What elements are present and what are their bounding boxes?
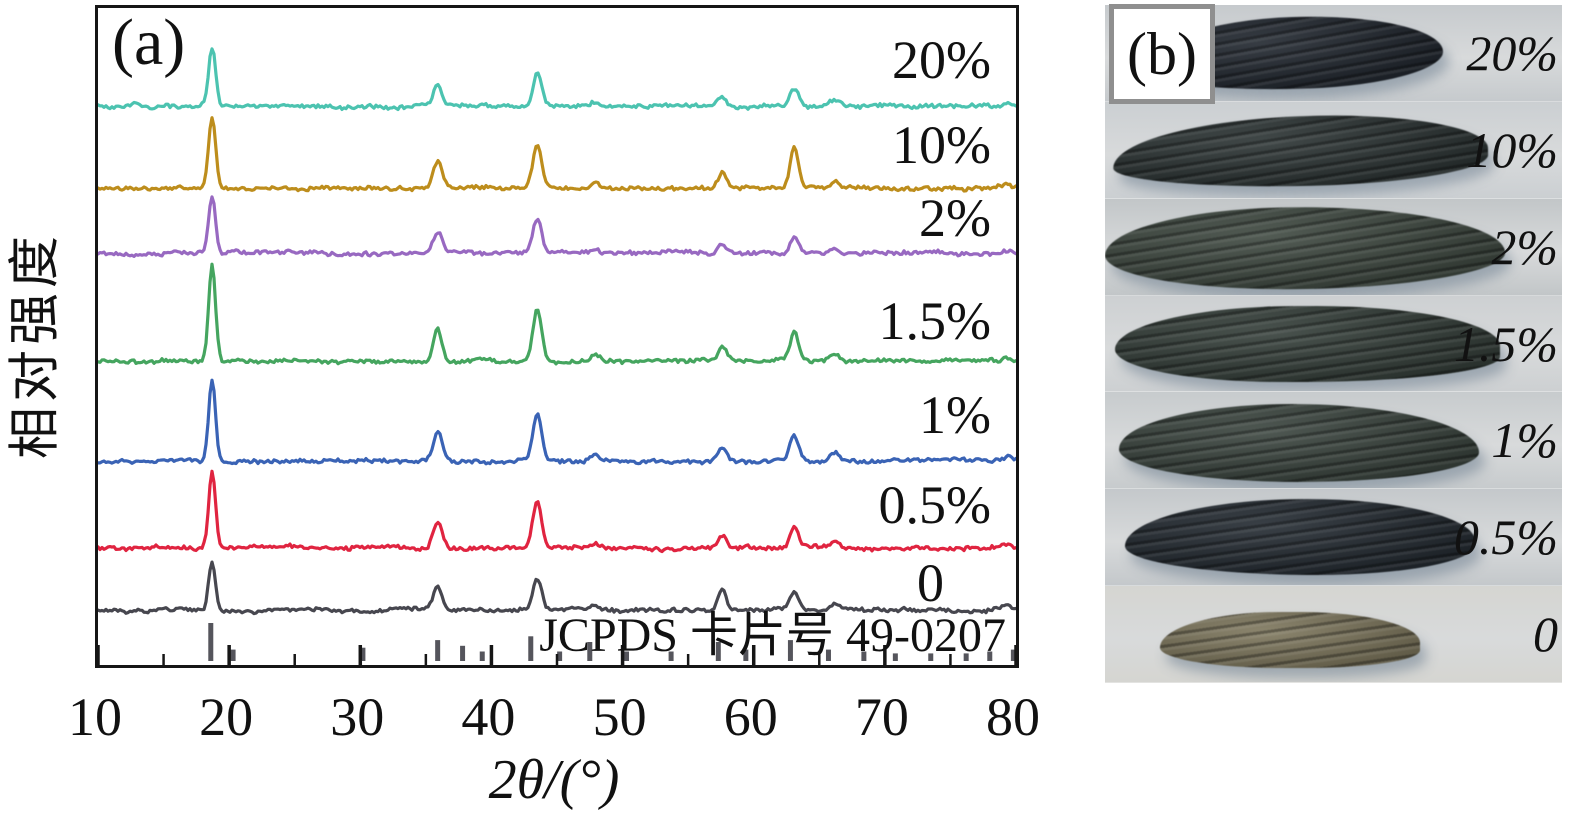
powder-sample-photo-0 bbox=[1160, 612, 1420, 669]
sample-photo-panel: (b) 20% 10% 2% 1.5% 1% 0.5% 0 bbox=[1105, 4, 1562, 684]
jcpds-reference-stick bbox=[987, 651, 993, 661]
sample-label-0p5pct: 0.5% bbox=[1453, 509, 1558, 566]
x-tick-label: 30 bbox=[330, 687, 385, 747]
x-tick-label: 50 bbox=[592, 687, 647, 747]
sample-strip-2pct: 2% bbox=[1105, 198, 1562, 296]
x-tick-label: 70 bbox=[854, 687, 909, 747]
curve-label-1p5pct: 1.5% bbox=[878, 291, 991, 351]
powder-sample-photo-1p5pct bbox=[1115, 305, 1500, 382]
xrd-curve-1.5% bbox=[98, 262, 1016, 366]
sample-label-20pct: 20% bbox=[1466, 24, 1558, 81]
y-axis-label: 相对强度 bbox=[7, 230, 65, 460]
jcpds-reference-stick bbox=[230, 649, 236, 661]
jcpds-card-annotation: JCPDS 卡片号 49-0207 bbox=[539, 609, 1006, 662]
jcpds-reference-stick bbox=[743, 649, 749, 661]
powder-sample-photo-0p5pct bbox=[1125, 499, 1475, 576]
curve-label-10pct: 10% bbox=[892, 115, 991, 175]
xrd-curve-10% bbox=[98, 116, 1016, 193]
x-tick-label: 20 bbox=[199, 687, 254, 747]
x-axis-label: 2θ/(°) bbox=[488, 749, 620, 811]
xrd-curve-20% bbox=[98, 47, 1016, 112]
xrd-curve-2% bbox=[98, 195, 1016, 258]
jcpds-reference-stick bbox=[557, 651, 563, 661]
jcpds-reference-stick bbox=[668, 651, 674, 661]
jcpds-reference-stick bbox=[435, 640, 441, 661]
panel-a-tag: (a) bbox=[112, 6, 186, 79]
xrd-plot-panel: (a) 20% 10% 2% 1.5% 1% 0.5% 0 JCPDS 卡片号 … bbox=[95, 5, 1019, 668]
jcpds-reference-stick bbox=[208, 623, 214, 661]
jcpds-reference-stick bbox=[1010, 649, 1016, 661]
xrd-plot-canvas bbox=[98, 47, 1016, 665]
sample-strip-0: 0 bbox=[1105, 586, 1562, 684]
jcpds-reference-stick bbox=[715, 642, 721, 661]
jcpds-reference-stick bbox=[861, 651, 867, 661]
xrd-curve-0 bbox=[98, 560, 1016, 616]
sample-label-0: 0 bbox=[1533, 606, 1558, 663]
jcpds-reference-stick bbox=[528, 636, 534, 661]
curve-label-20pct: 20% bbox=[892, 30, 991, 90]
sample-label-1p5pct: 1.5% bbox=[1453, 315, 1558, 372]
jcpds-reference-stick bbox=[963, 653, 969, 661]
xrd-curve-0.5% bbox=[98, 469, 1016, 554]
sample-strip-1pct: 1% bbox=[1105, 392, 1562, 490]
powder-sample-photo-2pct bbox=[1105, 203, 1506, 293]
panel-b-tag: (b) bbox=[1109, 4, 1215, 104]
curve-label-0: 0 bbox=[917, 553, 944, 613]
sample-strip-10pct: 10% bbox=[1105, 101, 1562, 199]
x-tick-label: 10 bbox=[68, 687, 122, 747]
sample-label-1pct: 1% bbox=[1491, 412, 1558, 469]
powder-sample-photo-1pct bbox=[1119, 404, 1479, 483]
sample-label-10pct: 10% bbox=[1466, 121, 1558, 178]
curve-label-1pct: 1% bbox=[919, 385, 991, 445]
curve-label-0p5pct: 0.5% bbox=[878, 475, 991, 535]
jcpds-reference-stick bbox=[825, 649, 831, 661]
x-tick-label: 80 bbox=[986, 687, 1040, 747]
xrd-curve-1% bbox=[98, 378, 1016, 466]
jcpds-reference-stick bbox=[892, 653, 898, 661]
x-tick-label: 40 bbox=[461, 687, 516, 747]
jcpds-reference-stick bbox=[787, 640, 793, 661]
jcpds-reference-stick bbox=[624, 651, 630, 661]
jcpds-reference-stick bbox=[360, 647, 366, 661]
curve-label-2pct: 2% bbox=[919, 188, 991, 248]
jcpds-reference-stick bbox=[460, 645, 466, 661]
sample-strip-0p5pct: 0.5% bbox=[1105, 489, 1562, 587]
jcpds-reference-stick bbox=[587, 642, 593, 661]
x-tick-label: 60 bbox=[723, 687, 778, 747]
powder-sample-photo-10pct bbox=[1112, 112, 1489, 190]
x-axis-tick-labels: 10 20 30 40 50 60 70 80 bbox=[68, 686, 1040, 748]
sample-label-2pct: 2% bbox=[1491, 218, 1558, 275]
sample-strip-1p5pct: 1.5% bbox=[1105, 295, 1562, 393]
jcpds-reference-stick bbox=[479, 651, 485, 661]
jcpds-reference-stick bbox=[928, 653, 934, 661]
